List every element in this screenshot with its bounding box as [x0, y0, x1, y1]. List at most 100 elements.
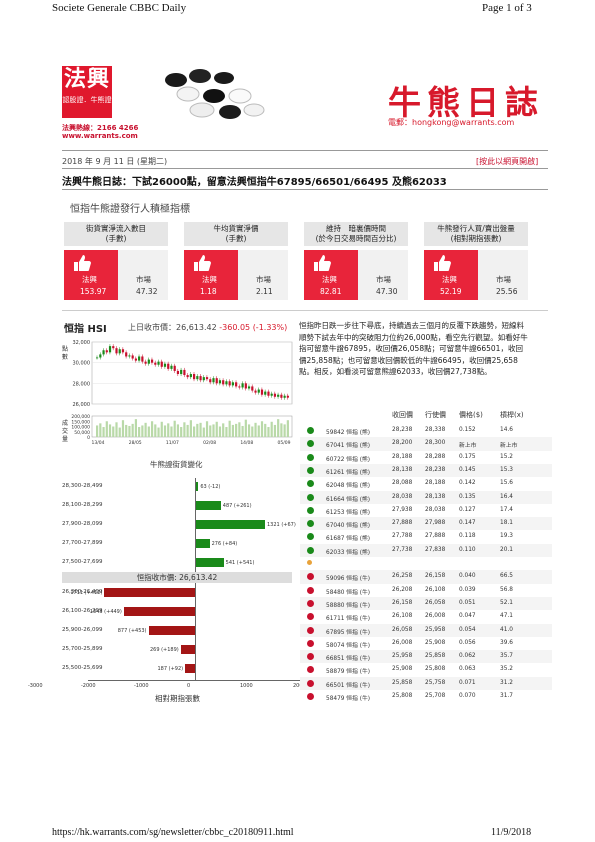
index-close: 上日收市價：26,613.42 -360.05 (-1.33%) — [128, 322, 287, 333]
issuer-label: 法興 — [322, 275, 337, 284]
bear-bar-label: 276 (+84) — [211, 541, 238, 547]
table-row: 62033 恒指 (熊) 27,738 27,838 0.110 20.1 — [300, 543, 552, 557]
volume-bar — [108, 424, 112, 437]
cell-code[interactable]: 60722 恒指 (熊) — [326, 456, 371, 463]
price-tick-label: 30,000 — [73, 361, 91, 367]
cell-code[interactable]: 58479 恒指 (牛) — [326, 696, 371, 702]
cell-code[interactable]: 61664 恒指 (熊) — [326, 496, 371, 503]
date-tick-label: 05/09 — [278, 440, 291, 446]
cell-code[interactable]: 59096 恒指 (牛) — [326, 576, 371, 583]
candle-body — [209, 379, 212, 383]
card-header: 牛均貨實淨價 (手數) — [184, 222, 288, 246]
volume-bar — [247, 424, 251, 437]
bull-indicator-icon — [307, 666, 314, 674]
candle-body — [99, 354, 102, 358]
website-link[interactable]: www.warrants.com — [62, 132, 138, 140]
market-value: 2.11 — [256, 287, 273, 296]
cell-strike: 25,858 — [425, 653, 446, 660]
volume-bar — [180, 427, 183, 437]
candle-body — [144, 361, 147, 364]
cell-code[interactable]: 58074 恒指 (牛) — [326, 642, 371, 649]
cell-lev: 15.6 — [500, 480, 513, 487]
cell-code[interactable]: 66851 恒指 (牛) — [326, 656, 371, 663]
candle-body — [189, 374, 192, 378]
issuer-panel: 法興 1.18 — [184, 250, 238, 300]
bull-bar — [148, 626, 195, 635]
price-tick-label: 28,000 — [73, 381, 91, 387]
cell-call: 27,738 — [392, 546, 413, 553]
cell-price: 0.040 — [459, 573, 476, 580]
indicator-card: 法興 82.81 市場 47.30 — [304, 250, 408, 300]
cell-code[interactable]: 62048 恒指 (熊) — [326, 483, 371, 490]
card-header-line1: 牛均貨實淨價 — [213, 224, 259, 233]
cell-lev: 47.1 — [500, 613, 513, 620]
candle-body — [267, 391, 270, 396]
volume-bar — [176, 424, 180, 437]
cell-code[interactable]: 61253 恒指 (熊) — [326, 509, 371, 516]
cell-code[interactable]: 67040 恒指 (熊) — [326, 523, 371, 530]
volume-bar — [251, 426, 254, 437]
candle-body — [254, 390, 257, 393]
cell-call: 25,958 — [392, 653, 413, 660]
volume-bar — [241, 425, 244, 437]
candle-body — [176, 370, 180, 375]
table-row: 59096 恒指 (牛) 26,258 26,158 0.040 66.5 — [300, 570, 552, 584]
bear-bar-label: 63 (-12) — [200, 484, 221, 490]
candle-body — [147, 359, 150, 364]
volume-bar — [147, 426, 150, 437]
cell-code[interactable]: 62033 恒指 (熊) — [326, 549, 371, 556]
cell-price: 0.152 — [459, 427, 476, 433]
open-webpage-link[interactable]: [按此以網頁開啟] — [476, 157, 539, 166]
table-header: 行使價 — [425, 411, 446, 419]
bear-bar — [195, 501, 221, 510]
volume-bar — [157, 427, 160, 437]
cell-code[interactable]: 61261 恒指 (熊) — [326, 469, 371, 476]
volume-bar — [205, 421, 209, 437]
cell-price: 0.063 — [459, 666, 476, 673]
cell-lev: 66.5 — [500, 573, 513, 580]
cell-code[interactable]: 67041 恒指 (熊) — [326, 443, 371, 450]
cell-code[interactable]: 59842 恒指 (熊) — [326, 430, 371, 436]
card-header-line2: (相對期指張數) — [450, 234, 502, 243]
candle-body — [167, 363, 170, 369]
cell-strike: 25,908 — [425, 639, 446, 646]
cell-code[interactable]: 61687 恒指 (熊) — [326, 536, 371, 543]
cell-code[interactable]: 58880 恒指 (牛) — [326, 602, 371, 609]
bear-bar — [195, 558, 224, 567]
cell-code[interactable]: 67895 恒指 (牛) — [326, 629, 371, 636]
candle-body — [183, 369, 186, 376]
volume-bar — [270, 421, 273, 437]
cell-code[interactable]: 58480 恒指 (牛) — [326, 589, 371, 596]
bull-indicator-icon — [307, 653, 314, 661]
cell-strike: 25,808 — [425, 666, 446, 673]
cell-price: 0.147 — [459, 520, 476, 527]
cell-code[interactable]: 66501 恒指 (牛) — [326, 682, 371, 689]
bull-bar — [104, 588, 195, 597]
cell-lev: 14.6 — [500, 427, 513, 433]
thumbs-up-icon — [74, 255, 91, 271]
candle-body — [205, 377, 209, 380]
volume-bar — [138, 427, 141, 437]
volume-bar — [273, 424, 277, 437]
cell-strike: 28,038 — [425, 506, 446, 513]
cell-code[interactable]: 58879 恒指 (牛) — [326, 669, 371, 676]
cell-call: 28,238 — [392, 427, 413, 433]
cell-call: 26,258 — [392, 573, 413, 580]
cell-strike: 25,708 — [425, 693, 446, 699]
cell-code[interactable]: 61711 恒指 (牛) — [326, 616, 371, 623]
market-value: 47.32 — [136, 287, 158, 296]
candle-body — [283, 395, 286, 398]
volume-tick-label: 150,000 — [71, 419, 90, 425]
bull-bar-label: 1343 (+449) — [89, 609, 122, 615]
table-row: 61664 恒指 (熊) 28,038 28,138 0.135 16.4 — [300, 490, 552, 504]
footer-url[interactable]: https://hk.warrants.com/sg/newsletter/cb… — [52, 827, 294, 838]
email-link[interactable]: 電郵：hongkong@warrants.com — [388, 118, 515, 127]
volume-tick-label: 200,000 — [71, 414, 90, 420]
cell-strike: 27,838 — [425, 546, 446, 553]
cell-price: 0.051 — [459, 599, 476, 606]
candle-body — [225, 381, 228, 385]
volume-bar — [225, 427, 228, 437]
table-header: 收回價 — [392, 411, 413, 419]
indicator-card: 法興 153.97 市場 47.32 — [64, 250, 168, 300]
cell-price: 0.145 — [459, 466, 476, 473]
